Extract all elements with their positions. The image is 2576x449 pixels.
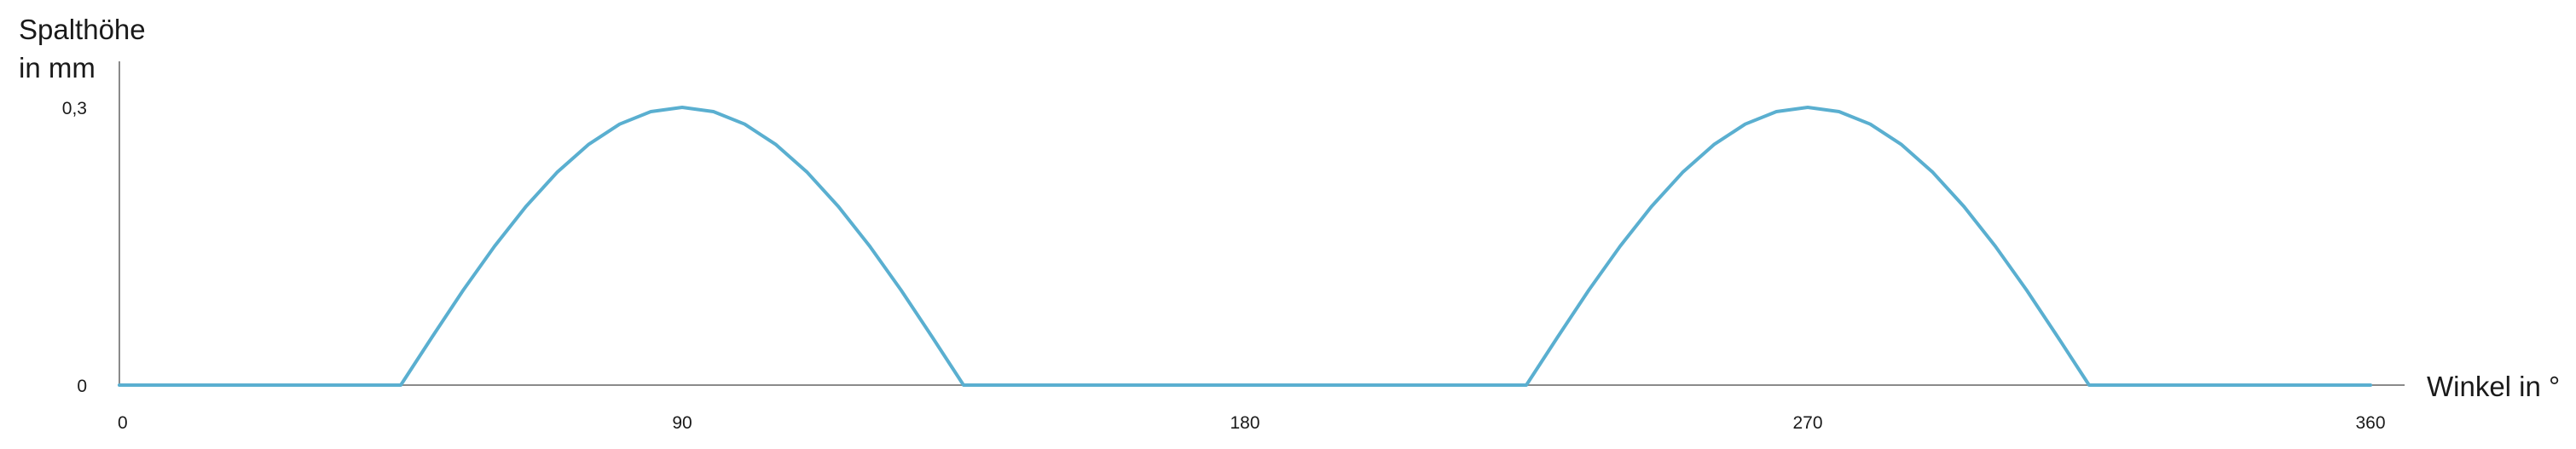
y-axis-title-line2: in mm: [19, 52, 96, 83]
series-line: [118, 106, 2372, 387]
x-tick-label: 270: [1792, 413, 1822, 433]
x-tick-label: 0: [118, 413, 128, 433]
y-tick-label: 0,3: [62, 99, 87, 118]
y-tick-label: 0: [77, 377, 87, 396]
x-axis-title: Winkel in °: [2427, 371, 2560, 402]
y-axis-title-line1: Spalthöhe: [19, 14, 146, 45]
y-tick-labels: 00,3: [62, 99, 87, 396]
x-tick-labels: 0 90 180 270 360: [118, 413, 2386, 433]
x-tick-label: 180: [1230, 413, 1259, 433]
x-tick-label: 90: [672, 413, 692, 433]
x-tick-label: 360: [2355, 413, 2385, 433]
